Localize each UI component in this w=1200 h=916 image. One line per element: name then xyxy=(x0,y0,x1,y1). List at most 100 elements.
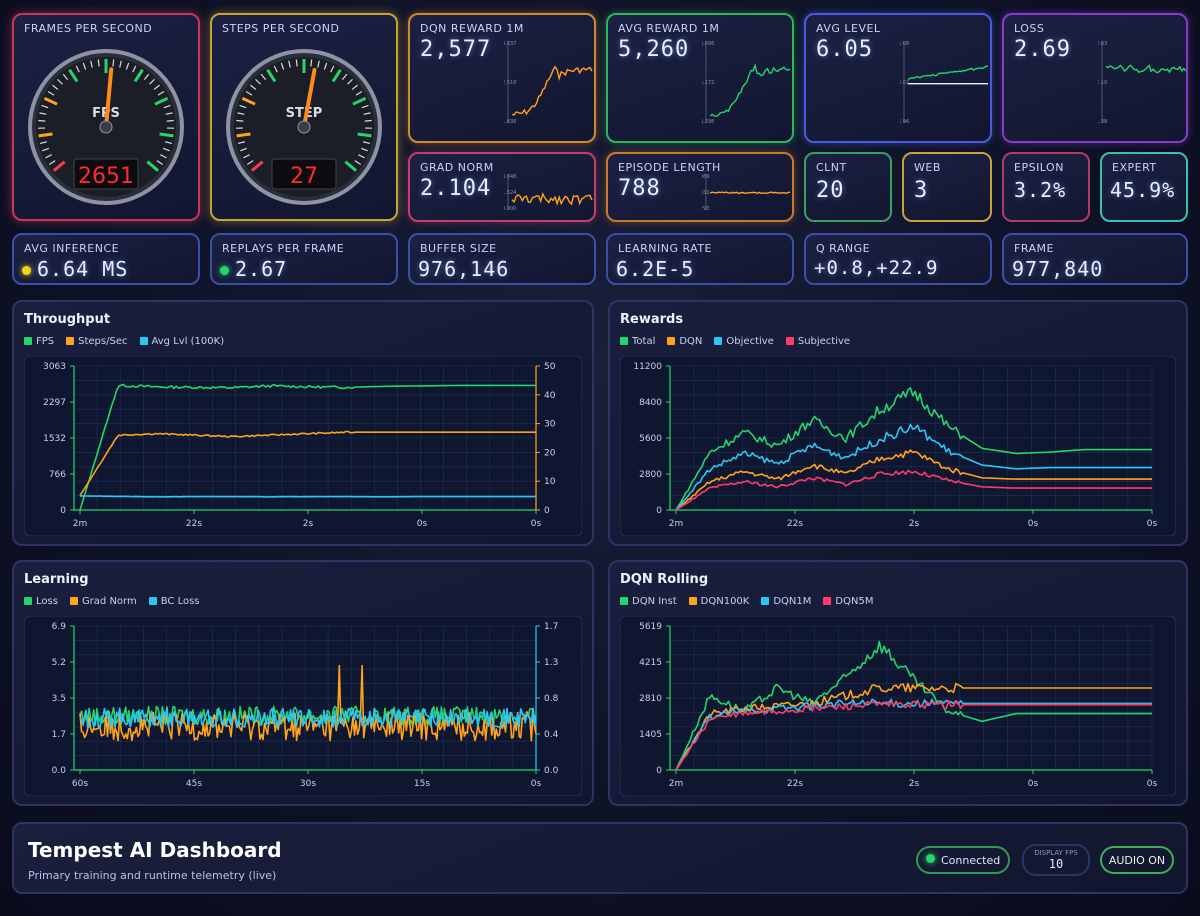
legend-label: Subjective xyxy=(797,336,851,347)
spark-label: GRAD NORM xyxy=(420,161,494,174)
gauge-hub xyxy=(99,120,113,134)
chart-legend[interactable]: FPS Steps/Sec Avg Lvl (100K) xyxy=(24,336,224,347)
gauge-minor-tick xyxy=(119,60,122,68)
x-tick-label: 2m xyxy=(73,519,88,529)
y-tick-label: 5.2 xyxy=(52,658,66,668)
spark-tick-label: 3.048 xyxy=(504,174,516,180)
spark-tick-label: 1.38 xyxy=(1098,119,1107,125)
gauge-minor-tick xyxy=(48,160,56,166)
gauge-minor-tick xyxy=(162,147,170,152)
x-tick-label: 45s xyxy=(186,779,202,789)
legend-item[interactable]: Objective xyxy=(714,336,774,347)
legend-item[interactable]: Loss xyxy=(24,596,58,607)
legend-item[interactable]: Steps/Sec xyxy=(66,336,128,347)
epsilon-value: 3.2% xyxy=(1014,178,1067,202)
episode-length-card: EPISODE LENGTH 788 869 831 793 xyxy=(606,152,794,222)
buffer-size-label: BUFFER SIZE xyxy=(420,242,497,255)
gauge-minor-tick xyxy=(260,73,267,80)
x-tick-label: 0s xyxy=(1147,779,1158,789)
legend-item[interactable]: Grad Norm xyxy=(69,596,137,607)
gauge-minor-tick xyxy=(156,160,164,166)
legend-label: Objective xyxy=(726,336,774,347)
legend-item[interactable]: Total xyxy=(620,336,655,347)
epsilon-label: EPSILON xyxy=(1014,161,1064,174)
chart-legend[interactable]: DQN Inst DQN100K DQN1M DQN5M xyxy=(620,596,873,607)
chart-title: Throughput xyxy=(24,312,111,327)
gauge-major-tick xyxy=(43,96,58,106)
gauge-dial-label: STEP xyxy=(286,106,323,121)
y-tick-label: 1405 xyxy=(639,730,662,740)
y-tick-label: 2810 xyxy=(639,694,662,704)
dashboard-title: Tempest AI Dashboard xyxy=(28,838,282,862)
gauge-minor-tick xyxy=(237,141,245,145)
legend-swatch xyxy=(688,597,697,605)
legend-item[interactable]: DQN100K xyxy=(688,596,750,607)
epsilon-card: EPSILON 3.2% xyxy=(1002,152,1090,222)
x-tick-label: 0s xyxy=(531,519,542,529)
spark-tick-label: 6,096 xyxy=(702,41,714,47)
display-fps-box[interactable]: DISPLAY FPS 10 xyxy=(1022,844,1090,876)
series-line-dqn-inst xyxy=(675,640,1152,771)
series-line-fps xyxy=(79,383,536,511)
y-right-tick-label: 20 xyxy=(544,448,556,458)
fps-gauge-dial: FPS2651 xyxy=(28,49,184,205)
series-line-bc-loss xyxy=(79,707,537,728)
dashboard-subtitle: Primary training and runtime telemetry (… xyxy=(28,869,277,882)
buffer-size-value: 976,146 xyxy=(418,257,510,281)
legend-label: DQN Inst xyxy=(632,596,677,607)
spark-line xyxy=(709,191,791,195)
sparkline: 3,037 2,518 1,838 xyxy=(504,41,593,125)
gauge-minor-tick xyxy=(42,147,50,152)
spark-label: AVG REWARD 1M xyxy=(618,22,720,35)
y-right-tick-label: 1.7 xyxy=(544,622,558,632)
legend-item[interactable]: BC Loss xyxy=(148,596,200,607)
y-tick-label: 1532 xyxy=(43,434,66,444)
gauge-major-tick xyxy=(241,96,256,106)
replays-label: REPLAYS PER FRAME xyxy=(222,242,345,255)
chart-title: DQN Rolling xyxy=(620,572,709,587)
chart-legend[interactable]: Loss Grad Norm BC Loss xyxy=(24,596,200,607)
audio-toggle-button[interactable]: AUDIO ON xyxy=(1100,846,1174,874)
gauge-minor-tick xyxy=(295,59,298,67)
gauge-readout: 2651 xyxy=(78,164,134,189)
gauge-major-tick xyxy=(357,132,372,138)
spark-tick-label: 831 xyxy=(702,190,710,196)
connection-status[interactable]: Connected xyxy=(916,846,1010,874)
spark-label: AVG LEVEL xyxy=(816,22,881,35)
chart-legend[interactable]: Total DQN Objective Subjective xyxy=(620,336,850,347)
gauge-minor-tick xyxy=(163,104,171,109)
legend-item[interactable]: Subjective xyxy=(785,336,851,347)
avg-inference-value: 6.64 MS xyxy=(22,257,128,281)
throughput-panel: Throughput FPS Steps/Sec Avg Lvl (100K) 3063… xyxy=(12,300,594,546)
gauge-label: STEPS PER SECOND xyxy=(222,22,340,35)
gauge-minor-tick xyxy=(132,65,137,73)
dqn-reward-card: DQN REWARD 1M 2,577 3,037 2,518 1,838 xyxy=(408,13,596,143)
spark-line xyxy=(907,65,989,81)
y-tick-label: 11200 xyxy=(633,362,662,372)
plot-background xyxy=(24,356,582,536)
sparkline: 2.83 2.10 1.38 xyxy=(1098,41,1186,125)
legend-item[interactable]: DQN1M xyxy=(761,596,811,607)
legend-item[interactable]: Avg Lvl (100K) xyxy=(139,336,224,347)
gauge-minor-tick xyxy=(280,62,285,70)
legend-label: Loss xyxy=(36,596,58,607)
gauge-minor-tick xyxy=(39,141,47,145)
x-tick-label: 2m xyxy=(669,779,684,789)
y-tick-label: 8400 xyxy=(639,398,662,408)
spark-tick-label: 6.08 xyxy=(900,41,909,47)
steps-gauge-dial: STEP 27 xyxy=(226,49,382,205)
q-range-value: +0.8,+22.9 xyxy=(814,257,939,279)
spark-tick-label: 1,838 xyxy=(504,119,516,125)
legend-item[interactable]: DQN Inst xyxy=(620,596,677,607)
spark-tick-label: 869 xyxy=(702,174,710,180)
x-tick-label: 0s xyxy=(531,779,542,789)
gauge-hub xyxy=(297,120,311,134)
legend-item[interactable]: DQN5M xyxy=(823,596,873,607)
gauge-minor-tick xyxy=(288,60,291,68)
legend-label: DQN100K xyxy=(700,596,750,607)
spark-tick-label: 1.524 xyxy=(504,190,516,196)
legend-item[interactable]: FPS xyxy=(24,336,54,347)
legend-item[interactable]: DQN xyxy=(667,336,702,347)
gauge-major-tick xyxy=(68,68,79,83)
chart-plot: 3063 2297 1532 766 0 50 40 30 20 10 0 2m 22s 2s 0s 0s xyxy=(24,356,582,536)
